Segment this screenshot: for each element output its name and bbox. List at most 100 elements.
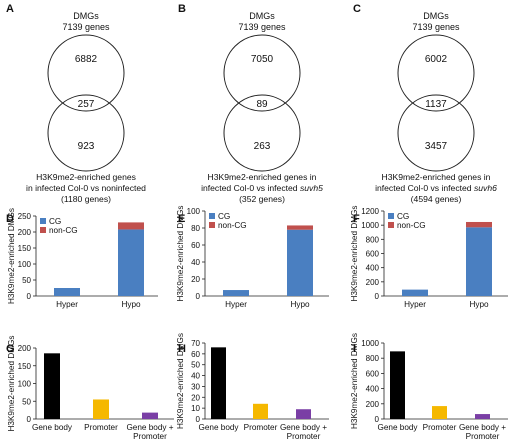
y-tick-label: 0 <box>375 415 380 424</box>
legend-swatch <box>388 222 394 228</box>
venn-circle-dmgs <box>397 34 475 112</box>
x-tick-label: Hyper <box>56 300 78 309</box>
legend-swatch <box>388 213 394 219</box>
panel-label: H <box>178 343 186 355</box>
bar-gene-body--promoter <box>142 412 158 419</box>
x-tick-label: Hypo <box>290 300 310 309</box>
y-tick-label: 50 <box>22 276 31 285</box>
legend-label: non-CG <box>218 221 247 230</box>
venn-caption-line2: in infected Col-0 vs noninfected <box>26 183 146 193</box>
y-tick-label: 40 <box>191 258 200 267</box>
venn-circle-dmgs <box>223 34 301 112</box>
bar-hypo-cg <box>287 229 313 296</box>
y-tick-label: 1200 <box>361 207 379 216</box>
x-tick-label: Promoter <box>84 423 118 432</box>
panel-label: B <box>178 3 186 15</box>
y-tick-label: 200 <box>366 278 380 287</box>
x-tick-label: Hypo <box>121 300 141 309</box>
legend-label: CG <box>218 212 230 221</box>
legend-swatch <box>209 222 215 228</box>
panel-label: C <box>353 3 361 15</box>
y-tick-label: 0 <box>196 415 201 424</box>
y-tick-label: 100 <box>18 380 32 389</box>
panel-label: F <box>353 213 360 225</box>
x-tick-label: Hyper <box>404 300 426 309</box>
venn-count-dmgs-only: 6002 <box>425 54 448 65</box>
x-tick-label: Promoter <box>244 423 278 432</box>
bar-gene-body--promoter <box>475 414 490 419</box>
panel-label: E <box>178 213 185 225</box>
y-tick-label: 70 <box>191 339 200 348</box>
y-tick-label: 600 <box>366 250 380 259</box>
y-axis-label: H3K9me2-enriched DMGs <box>7 208 16 304</box>
y-tick-label: 100 <box>187 207 201 216</box>
venn-top-title: DMGs <box>423 11 449 21</box>
bar-gene-body <box>44 353 60 419</box>
legend-swatch <box>40 218 46 224</box>
venn-count-overlap: 89 <box>256 99 268 110</box>
venn-top-subtitle: 7139 genes <box>412 22 460 32</box>
y-tick-label: 0 <box>27 292 32 301</box>
y-tick-label: 0 <box>27 415 32 424</box>
y-tick-label: 400 <box>366 264 380 273</box>
venn-circle-h3k9me2 <box>397 94 475 172</box>
x-tick-label: Gene body + <box>459 423 506 432</box>
venn-caption-line2-genotype: suvh5 <box>298 183 324 193</box>
x-tick-label: Gene body <box>377 423 418 432</box>
y-tick-label: 50 <box>22 397 31 406</box>
bar-hypo-cg <box>466 227 492 296</box>
x-tick-label: Promoter <box>287 432 321 441</box>
legend-label: non-CG <box>49 226 78 235</box>
venn-top-title: DMGs <box>249 11 275 21</box>
venn-count-dmgs-only: 7050 <box>251 54 274 65</box>
y-tick-label: 40 <box>191 372 200 381</box>
y-tick-label: 200 <box>18 228 32 237</box>
bar-gene-body--promoter <box>296 409 311 419</box>
venn-caption-line3: (1180 genes) <box>61 194 111 204</box>
y-tick-label: 600 <box>366 369 380 378</box>
y-tick-label: 20 <box>191 275 200 284</box>
bar-hypo-cg <box>118 229 144 296</box>
x-tick-label: Gene body + <box>280 423 327 432</box>
x-tick-label: Gene body + <box>126 423 173 432</box>
venn-caption-line3: (352 genes) <box>239 194 285 204</box>
venn-caption-line1: H3K9me2-enriched genes in <box>208 172 317 182</box>
venn-top-title: DMGs <box>73 11 99 21</box>
y-tick-label: 200 <box>18 344 32 353</box>
venn-top-subtitle: 7139 genes <box>62 22 110 32</box>
x-tick-label: Promoter <box>133 432 167 441</box>
x-tick-label: Gene body <box>32 423 73 432</box>
bar-hyper-cg <box>402 289 428 296</box>
venn-caption-line2: infected Col-0 vs infected suvh6 <box>375 183 497 193</box>
y-tick-label: 150 <box>18 244 32 253</box>
x-tick-label: Hypo <box>469 300 489 309</box>
x-tick-label: Promoter <box>423 423 457 432</box>
y-tick-label: 250 <box>18 212 32 221</box>
y-tick-label: 800 <box>366 354 380 363</box>
bar-hypo-noncg <box>466 221 492 228</box>
x-tick-label: Promoter <box>466 432 500 441</box>
y-tick-label: 400 <box>366 385 380 394</box>
bar-promoter <box>253 403 268 419</box>
y-tick-label: 150 <box>18 362 32 371</box>
bar-hypo-noncg <box>287 225 313 230</box>
bar-gene-body <box>390 351 405 419</box>
venn-top-subtitle: 7139 genes <box>238 22 286 32</box>
y-tick-label: 1000 <box>361 221 379 230</box>
bar-gene-body <box>211 347 226 419</box>
venn-caption-line1: H3K9me2-enriched genes <box>36 172 136 182</box>
y-axis-label: H3K9me2-enriched DMGs <box>7 335 16 431</box>
y-axis-label: H3K9me2-enriched DMGs <box>350 205 359 301</box>
venn-caption-line1: H3K9me2-enriched genes in <box>382 172 491 182</box>
y-tick-label: 60 <box>191 350 200 359</box>
y-axis-label: H3K9me2-enriched DMGs <box>350 333 359 429</box>
venn-caption-line2-genotype: suvh6 <box>472 183 498 193</box>
